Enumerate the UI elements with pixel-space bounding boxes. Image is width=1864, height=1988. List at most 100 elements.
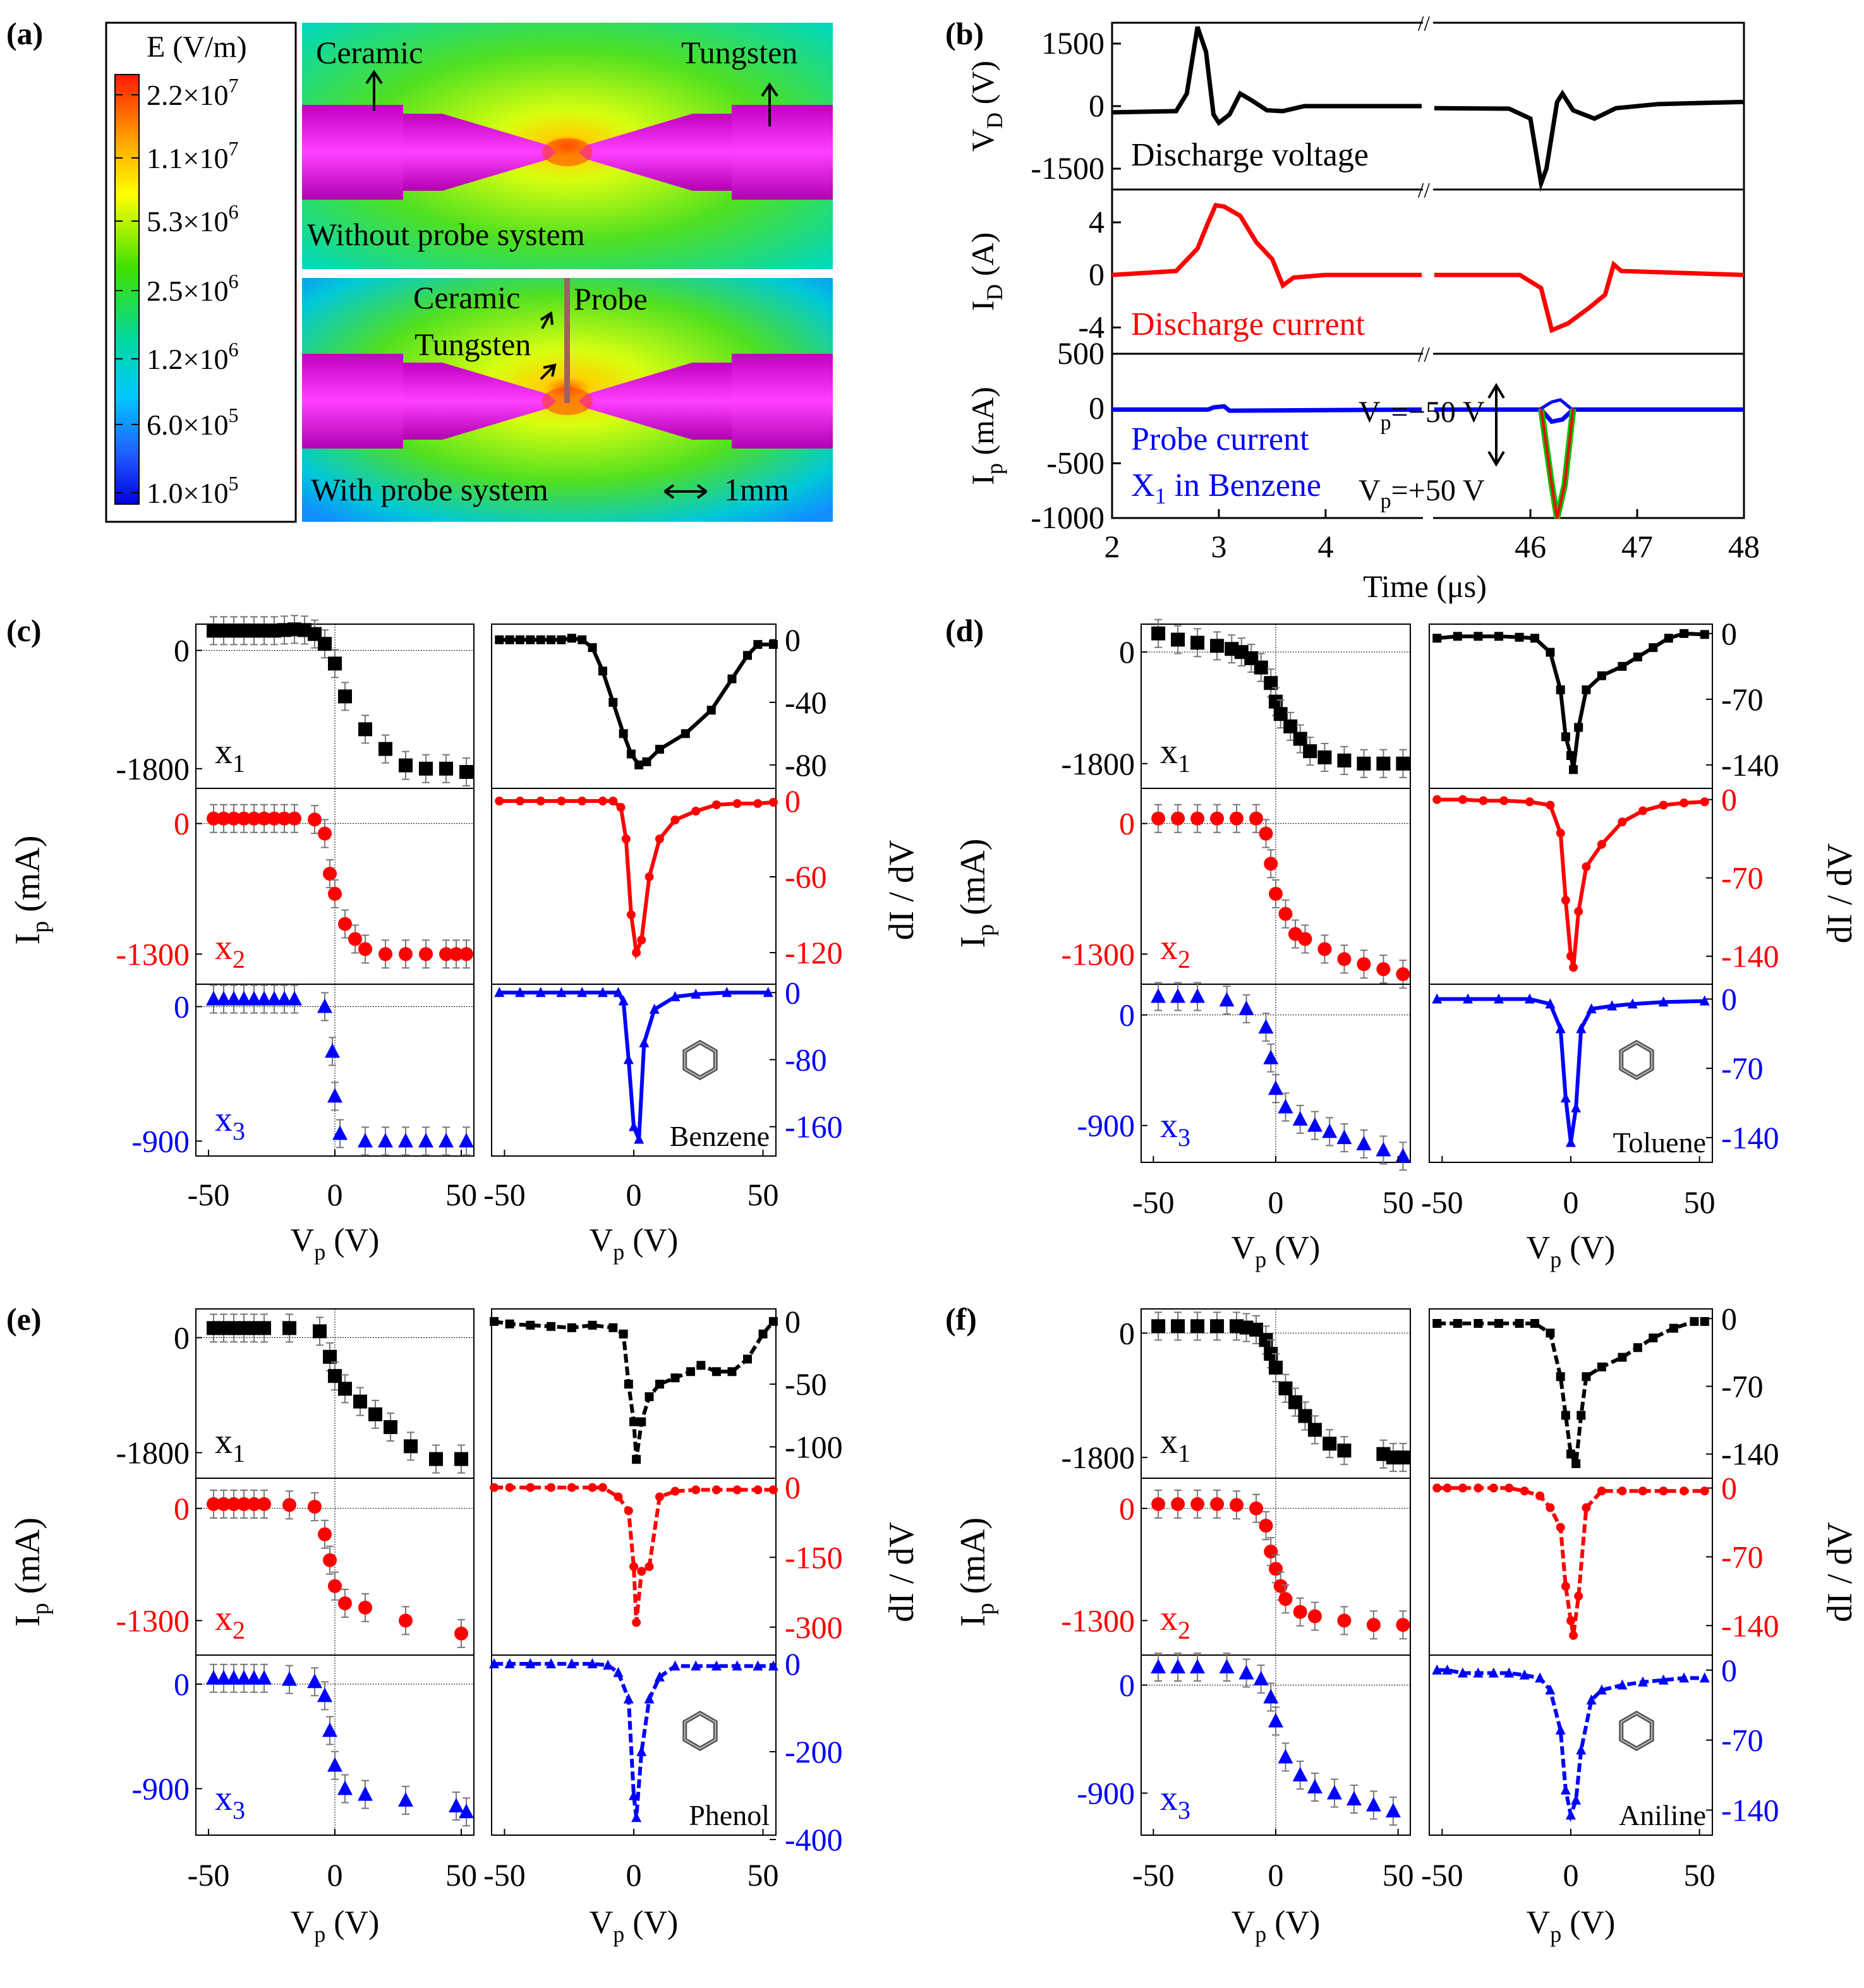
y-tick-label: 500 [1057,335,1104,371]
row-label-part: 3 [233,1117,245,1145]
y-tick-label: -900 [131,1123,190,1159]
annot-vp-pos-part: V [1359,474,1381,507]
didv-point [489,1658,500,1668]
didv-point [526,635,535,644]
x-axis-label-iv-part: (V) [325,1905,379,1941]
data-point [454,1452,468,1466]
y-axis-label-part: D [982,112,1007,129]
x-tick-label: -50 [1421,1857,1463,1893]
didv-point [494,987,505,997]
arrow-tungsten-bottom [540,363,557,380]
didv-point [1457,1667,1468,1678]
didv-point [654,1671,665,1682]
colorbar [114,74,140,505]
didv-point [629,1121,639,1131]
didv-point [1574,723,1583,732]
didv-point [1555,1724,1566,1735]
didv-line [1437,1319,1705,1471]
didv-line [1437,797,1705,968]
didv-point [1571,1102,1582,1112]
didv-point [768,798,778,807]
label-ceramic-top: Ceramic [316,35,423,70]
didv-point [624,1506,633,1515]
row-label: x3 [1160,1106,1190,1152]
data-point [1396,756,1410,771]
x-tick-label: 0 [327,1177,343,1212]
data-point [378,742,392,756]
didv-point [1649,1333,1658,1342]
didv-point [732,1660,742,1671]
x-tick-label: 0 [626,1177,642,1212]
annot-vp-neg-part: V [1359,395,1381,429]
didv-point [1546,800,1555,810]
didv-point [626,910,636,919]
row-label-part: x [1160,1422,1178,1461]
data-point [338,689,352,704]
x-tick-label: -50 [483,1857,526,1893]
didv-point [691,988,701,999]
data-point [398,1792,413,1807]
row-label: x1 [215,1422,245,1467]
row-label-part: x [1160,1779,1178,1818]
didv-point [1432,1664,1443,1675]
y-axis-label-part: (mA) [8,836,47,921]
data-point [1238,1000,1254,1015]
didv-point [1569,765,1578,774]
data-point [429,1452,443,1466]
didv-point [1577,1411,1586,1420]
data-point [419,947,433,961]
didv-point [753,1485,763,1495]
data-point [282,1321,296,1335]
didv-point [1617,1679,1628,1690]
data-point [1273,707,1288,721]
molecule-ring-highlight [684,1712,717,1750]
y-tick-label: 4 [1089,204,1104,239]
didv-point [613,987,624,997]
didv-point [670,1660,681,1671]
data-point [1258,1019,1274,1034]
didv-point [711,1485,721,1495]
didv-point [623,1693,634,1704]
data-point [257,1670,272,1685]
data-point [287,811,301,826]
didv-point [722,987,732,997]
y-axis-label-part: (mA) [953,839,993,924]
data-point [1210,1497,1225,1511]
data-point [353,1394,367,1409]
data-point [1151,811,1166,826]
y-axis-label: Ip (mA) [8,1517,54,1627]
data-point [277,991,292,1006]
data-point [1210,1319,1225,1334]
y2-tick-label: 0 [785,1646,801,1682]
data-point [1253,1671,1269,1685]
didv-point [1546,648,1555,657]
y-axis-label-part: I [965,474,1000,485]
x-axis-label-iv-part: V [291,1905,315,1941]
row-label-part: 1 [233,749,245,778]
didv-point [670,991,681,1001]
data-point [247,811,261,826]
didv-point [632,948,641,957]
didv-line [499,991,768,1140]
data-point [246,1670,262,1685]
y2-tick-label: -140 [1721,1792,1779,1828]
y2-tick-label: -140 [1721,747,1779,783]
didv-point [1545,1684,1556,1695]
data-point [439,761,453,776]
legend-voltage: Discharge voltage [1131,137,1369,173]
data-point [308,1500,322,1514]
x-axis-label-didv-part: p [613,1922,624,1947]
didv-line [493,1319,775,1460]
didv-point [1700,797,1709,807]
didv-point [1679,798,1689,808]
row-label-part: 2 [233,1616,245,1644]
didv-point [1473,1667,1484,1678]
data-point [323,1349,337,1364]
didv-point [753,1660,763,1671]
x-tick-label: 4 [1317,529,1333,564]
x-tick-label: 50 [1383,1184,1414,1220]
didv-point [608,697,618,707]
data-point [318,826,332,841]
data-point [1269,1360,1283,1375]
